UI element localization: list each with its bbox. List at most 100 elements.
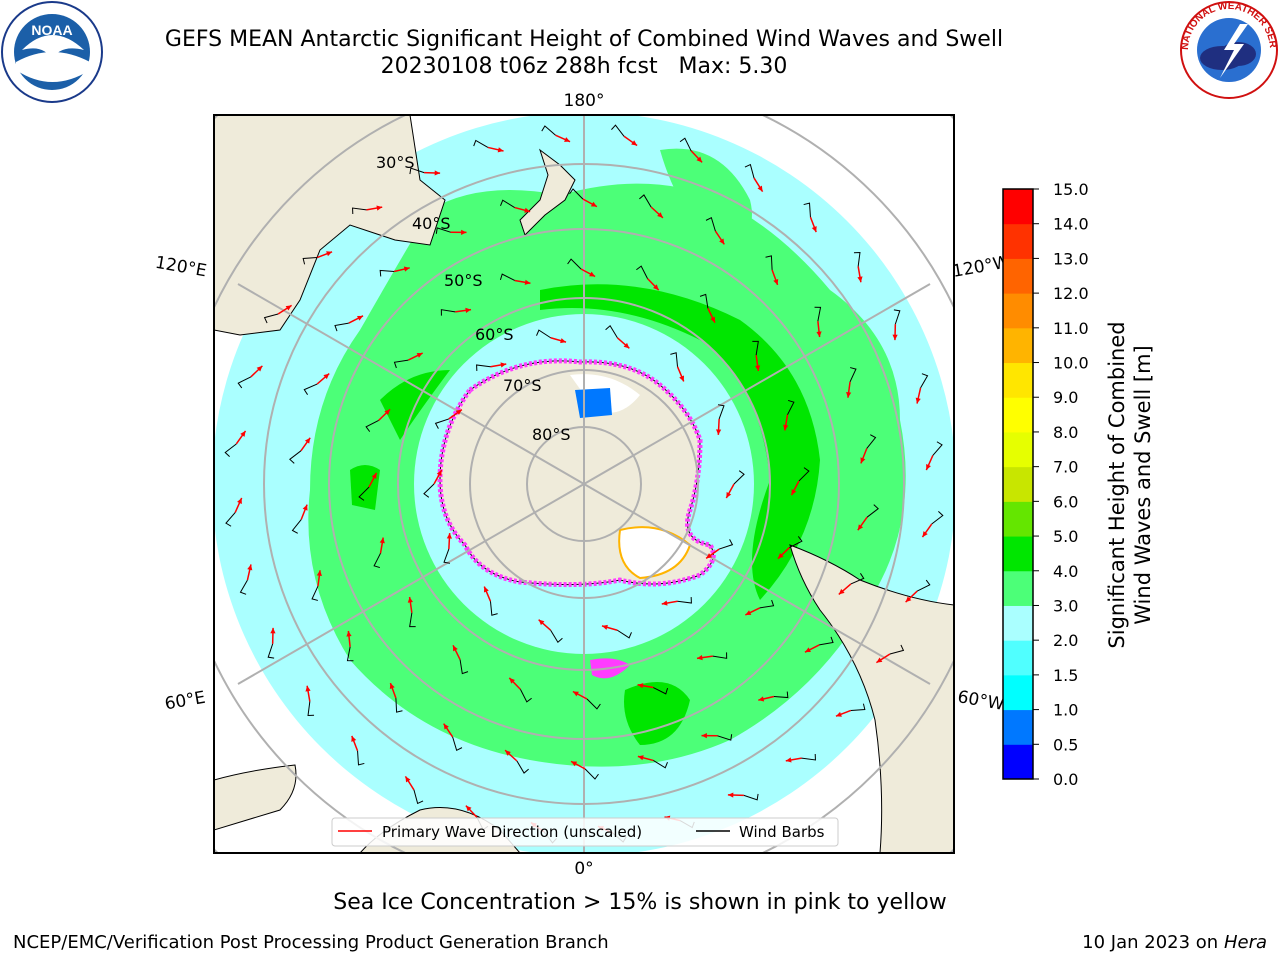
noaa-logo-text: NOAA bbox=[31, 22, 72, 38]
colorbar-tick-label: 1.0 bbox=[1053, 701, 1078, 720]
wave-arrow-head bbox=[270, 627, 276, 634]
lat-label-40s: 40°S bbox=[412, 214, 451, 233]
madagascar-landmass bbox=[214, 764, 297, 831]
title-line-2: 20230108 t06z 288h fcst Max: 5.30 bbox=[380, 54, 788, 79]
wind-barb bbox=[850, 573, 865, 585]
wind-barb bbox=[520, 689, 532, 703]
wind-barb bbox=[569, 188, 584, 200]
title-line-1: GEFS MEAN Antarctic Significant Height o… bbox=[164, 27, 1004, 52]
colorbar-tick-label: 12.0 bbox=[1053, 284, 1089, 303]
wind-barb bbox=[893, 309, 901, 325]
wave-arrow-head bbox=[876, 657, 883, 663]
wave-arrow-head bbox=[465, 805, 472, 812]
wind-barb bbox=[712, 652, 728, 659]
wave-arrow-head bbox=[434, 170, 441, 176]
wind-barb bbox=[639, 194, 652, 208]
wave-arrow-head bbox=[500, 362, 507, 368]
wave-arrow-head bbox=[572, 691, 579, 697]
wind-barb bbox=[653, 687, 669, 695]
colorbar-ticks: 0.0 0.5 1.0 1.5 2.0 3.0 4.0 5.0 6.0 7.0 8.0 9.0 10.0… bbox=[1033, 180, 1089, 789]
wind-barb bbox=[765, 255, 773, 270]
wind-barb bbox=[409, 612, 416, 628]
wind-barb bbox=[718, 539, 734, 550]
wave-arrow-head bbox=[524, 279, 531, 285]
wave-arrow-head bbox=[483, 586, 489, 593]
wind-barb bbox=[516, 760, 529, 774]
colorbar-tick-label: 9.0 bbox=[1053, 388, 1078, 407]
wind-barb bbox=[789, 536, 803, 548]
wave-arrow-head bbox=[601, 624, 608, 630]
colorbar-swatch bbox=[1003, 327, 1033, 364]
wind-barb bbox=[636, 265, 648, 279]
wave-arrow-head bbox=[461, 229, 467, 235]
wave-arrow-head bbox=[857, 524, 864, 531]
credit-text: NCEP/EMC/Verification Post Processing Pr… bbox=[13, 932, 609, 953]
colorbar-swatch bbox=[1003, 466, 1033, 502]
wind-barb bbox=[395, 698, 403, 713]
wind-barb bbox=[289, 450, 302, 464]
wave-arrow-head bbox=[653, 284, 659, 291]
colorbar-tick-label: 14.0 bbox=[1053, 215, 1089, 234]
wind-barb bbox=[435, 227, 451, 234]
colorbar-swatch bbox=[1003, 223, 1033, 259]
wind-barb bbox=[866, 504, 879, 518]
wind-barb bbox=[224, 443, 237, 457]
lat-label-70s: 70°S bbox=[503, 376, 542, 395]
wind-barb bbox=[916, 579, 931, 592]
colorbar-swatch bbox=[1003, 536, 1033, 572]
wind-barb bbox=[489, 601, 498, 616]
wave-arrow-head bbox=[256, 365, 263, 372]
wind-barb bbox=[291, 519, 302, 534]
graticule bbox=[214, 115, 954, 853]
wave-arrow-head bbox=[835, 711, 842, 717]
nws-logo: NATIONAL WEATHER SERVICE bbox=[1178, 0, 1278, 99]
wave-arrow-head bbox=[657, 212, 663, 218]
wave-arrow-head bbox=[405, 776, 411, 783]
wind-barb bbox=[373, 553, 381, 569]
lon-label-lower-right: 60°W bbox=[956, 687, 1006, 715]
wind-barb bbox=[605, 325, 618, 339]
legend-box bbox=[331, 817, 839, 847]
wave-arrow-head bbox=[696, 156, 703, 163]
wind-barb bbox=[677, 597, 692, 604]
wave-arrow-head bbox=[679, 375, 685, 382]
lon-label-upper-left: 120°E bbox=[154, 253, 208, 282]
wind-barb bbox=[699, 293, 709, 309]
wind-barb bbox=[611, 124, 625, 137]
wave-arrow-head bbox=[240, 430, 246, 437]
map-frame bbox=[213, 114, 955, 854]
wind-barb bbox=[617, 629, 632, 639]
wave-arrow-head bbox=[926, 464, 931, 471]
wave-arrow-head bbox=[351, 735, 357, 742]
wave-arrow-head bbox=[637, 755, 644, 761]
wind-barb bbox=[413, 789, 424, 805]
wave-arrow-head bbox=[757, 185, 763, 192]
wind-barb bbox=[853, 252, 861, 267]
wave-arrow-head bbox=[710, 316, 715, 323]
wind-barb bbox=[263, 313, 279, 324]
wave-arrow-head bbox=[524, 207, 531, 213]
wind-barb bbox=[850, 703, 866, 711]
wind-barb bbox=[932, 441, 943, 456]
wind-barb bbox=[311, 585, 319, 601]
wave-arrow-head bbox=[564, 137, 571, 142]
wave-arrow-head bbox=[497, 147, 504, 153]
wave-arrow-head bbox=[416, 353, 423, 358]
wave-arrow-head bbox=[661, 600, 668, 606]
wind-barb bbox=[452, 736, 463, 752]
wind-barb bbox=[239, 579, 248, 595]
wave-arrow-head bbox=[455, 409, 462, 415]
wave-arrow-head bbox=[719, 238, 725, 245]
wave-arrow-head bbox=[389, 683, 395, 690]
wind-barb bbox=[352, 207, 367, 215]
wave-arrow-head bbox=[726, 492, 732, 499]
wave-arrow-head bbox=[637, 683, 644, 689]
wave-arrows-layer bbox=[224, 124, 944, 844]
colorbar-tick-label: 0.5 bbox=[1053, 735, 1078, 754]
wave-arrow-head bbox=[443, 723, 449, 730]
wave-arrow-head bbox=[538, 619, 545, 626]
colorbar-swatch bbox=[1003, 570, 1033, 606]
wave-arrow-head bbox=[631, 140, 638, 146]
colorbar-tick-label: 4.0 bbox=[1053, 562, 1078, 581]
colorbar-tick-label: 2.0 bbox=[1053, 631, 1078, 650]
